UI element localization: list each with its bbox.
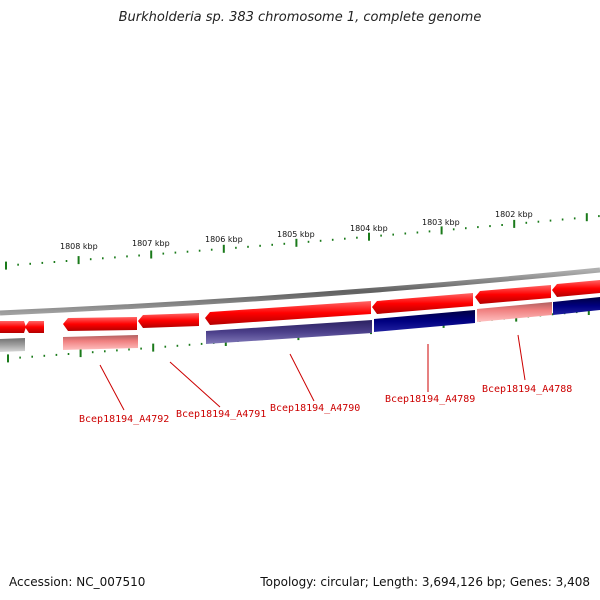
gene-arrow-forward	[63, 317, 137, 331]
cds-block	[0, 338, 25, 352]
gene-arrow-forward	[552, 280, 600, 297]
gene-arrow-forward	[205, 301, 371, 325]
gene-arrow-forward	[25, 321, 44, 333]
gene-label-a4788[interactable]: Bcep18194_A4788	[482, 384, 572, 395]
gene-label-leader	[99, 364, 125, 411]
gene-label-leader	[169, 361, 221, 408]
cds-block	[374, 310, 475, 332]
scale-label-1803: 1803 kbp	[422, 218, 460, 227]
gene-label-a4791[interactable]: Bcep18194_A4791	[176, 409, 266, 420]
scale-label-1804: 1804 kbp	[350, 224, 388, 233]
outer-scale-ticks	[5, 213, 600, 270]
gene-arrow-forward	[138, 313, 199, 328]
genome-stats-text: Topology: circular; Length: 3,694,126 bp…	[260, 575, 590, 589]
map-title: Burkholderia sp. 383 chromosome 1, compl…	[118, 10, 482, 25]
cds-block	[63, 335, 138, 350]
cds-block	[553, 297, 600, 315]
gene-arrow-forward	[475, 285, 551, 304]
gene-label-a4792[interactable]: Bcep18194_A4792	[79, 414, 169, 425]
gene-label-a4790[interactable]: Bcep18194_A4790	[270, 403, 360, 414]
accession-text: Accession: NC_007510	[9, 575, 146, 589]
scale-label-1808: 1808 kbp	[60, 242, 98, 251]
genome-backbone	[0, 267, 600, 316]
scale-label-1802: 1802 kbp	[495, 210, 533, 219]
gene-label-leader	[289, 353, 315, 402]
gene-arrow-forward	[372, 293, 473, 314]
scale-label-1806: 1806 kbp	[205, 235, 243, 244]
cds-block	[477, 302, 552, 322]
scale-label-1807: 1807 kbp	[132, 239, 170, 248]
gene-label-a4789[interactable]: Bcep18194_A4789	[385, 394, 475, 405]
gene-arrow-forward	[0, 321, 26, 333]
scale-label-1805: 1805 kbp	[277, 230, 315, 239]
gene-label-leader	[517, 334, 526, 381]
cds-block	[206, 320, 372, 344]
